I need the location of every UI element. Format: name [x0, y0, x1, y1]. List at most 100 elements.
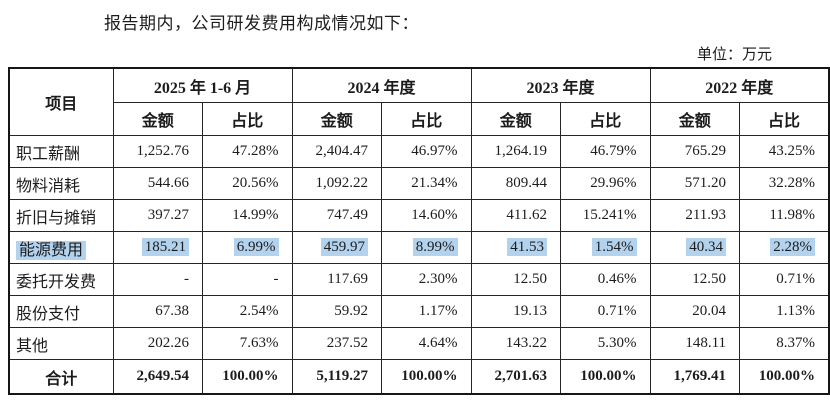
- total-value-cell: 1,769.41: [649, 359, 741, 395]
- value-cell: 19.13: [470, 295, 562, 328]
- value-cell: -: [112, 263, 203, 296]
- cell-value: 59.92: [334, 303, 368, 319]
- value-cell: 1,264.19: [470, 135, 562, 168]
- cell-value: 211.93: [685, 207, 727, 223]
- row-item-cell: 股份支付: [8, 295, 114, 328]
- value-cell: 202.26: [112, 327, 203, 360]
- cell-value: 2,701.63: [494, 368, 548, 384]
- value-cell: 1.54%: [560, 231, 651, 264]
- cell-value: 折旧与摊销: [16, 209, 97, 227]
- table-total-row: 合计 2,649.54 100.00% 5,119.27 100.00% 2,701.63…: [8, 359, 830, 395]
- highlighted-value: 1.54%: [591, 238, 637, 256]
- header-amount: 金额: [291, 102, 382, 136]
- value-cell: 14.60%: [381, 199, 472, 232]
- cell-value: 14.99%: [232, 207, 279, 223]
- cell-value: 21.34%: [411, 175, 458, 191]
- cell-value: 809.44: [505, 175, 548, 191]
- cell-value: 7.63%: [239, 335, 279, 351]
- cell-value: 46.97%: [411, 143, 458, 159]
- highlighted-value: 2.28%: [770, 238, 816, 256]
- header-ratio: 占比: [560, 102, 651, 136]
- row-item-cell: 物料消耗: [8, 167, 114, 200]
- cell-value: 1,769.41: [673, 368, 727, 384]
- cell-value: 19.13: [513, 303, 548, 319]
- value-cell: 12.50: [470, 263, 562, 296]
- cell-value: 2,649.54: [136, 368, 190, 384]
- value-cell: 41.53: [470, 231, 562, 264]
- header-ratio: 占比: [381, 102, 472, 136]
- cell-value: 47.28%: [232, 143, 279, 159]
- value-cell: 117.69: [291, 263, 382, 296]
- cell-value: 100.00%: [401, 368, 458, 384]
- cell-value: 2,404.47: [315, 143, 369, 159]
- value-cell: 143.22: [470, 327, 562, 360]
- value-cell: 46.97%: [381, 135, 472, 168]
- highlighted-value: 8.99%: [412, 238, 458, 256]
- value-cell: 809.44: [470, 167, 562, 200]
- value-cell: 14.99%: [202, 199, 293, 232]
- cell-value: 2.30%: [418, 271, 458, 287]
- unit-label: 单位：万元: [697, 47, 773, 63]
- cell-value: 合计: [45, 370, 78, 388]
- value-cell: 29.96%: [560, 167, 651, 200]
- table-row: 委托开发费 - - 117.69 2.30% 12.50 0.46% 12.50 0.71%: [8, 263, 830, 296]
- total-value-cell: 100.00%: [560, 359, 651, 395]
- cell-value: 5,119.27: [316, 368, 368, 384]
- value-cell: 237.52: [291, 327, 382, 360]
- highlighted-value: 能源费用: [16, 240, 87, 260]
- cell-value: 117.69: [327, 271, 368, 287]
- header-period-2024: 2024 年度: [291, 67, 472, 103]
- cell-value: 20.56%: [232, 175, 279, 191]
- cell-value: 143.22: [505, 335, 548, 351]
- total-value-cell: 100.00%: [739, 359, 830, 395]
- table-row-highlighted: 能源费用 185.21 6.99% 459.97 8.99% 41.53 1.54% 40.3…: [8, 231, 830, 264]
- cell-value: 14.60%: [411, 207, 458, 223]
- cell-value: 15.241%: [582, 207, 637, 223]
- value-cell: 2,404.47: [291, 135, 382, 168]
- cell-value: 0.46%: [597, 271, 637, 287]
- cell-value: 148.11: [685, 335, 727, 351]
- header-period-2025: 2025 年 1-6 月: [112, 67, 293, 103]
- value-cell: 571.20: [649, 167, 741, 200]
- value-cell: 20.56%: [202, 167, 293, 200]
- cell-value: 29.96%: [590, 175, 637, 191]
- value-cell: 43.25%: [739, 135, 830, 168]
- header-amount: 金额: [470, 102, 562, 136]
- header-period-row: 项目 2025 年 1-6 月 2024 年度 2023 年度 2022 年度: [8, 67, 830, 136]
- row-item-cell: 能源费用: [8, 231, 114, 264]
- value-cell: 1,252.76: [112, 135, 203, 168]
- value-cell: 0.71%: [739, 263, 830, 296]
- cell-value: 1,264.19: [494, 143, 548, 159]
- value-cell: 12.50: [649, 263, 741, 296]
- cell-value: 100.00%: [580, 368, 637, 384]
- cell-value: 11.98%: [769, 207, 816, 223]
- cell-value: 其他: [16, 337, 49, 355]
- value-cell: 397.27: [112, 199, 203, 232]
- cell-value: 43.25%: [768, 143, 816, 159]
- cell-value: 32.28%: [768, 175, 816, 191]
- total-item-cell: 合计: [8, 359, 114, 395]
- cell-value: -: [273, 271, 279, 287]
- header-amount: 金额: [112, 102, 203, 136]
- highlighted-value: 459.97: [320, 238, 368, 256]
- cell-value: 544.66: [147, 175, 189, 191]
- cell-value: 571.20: [684, 175, 727, 191]
- row-item-cell: 其他: [8, 327, 114, 360]
- cell-value: 1.17%: [418, 303, 458, 319]
- table-row: 职工薪酬 1,252.76 47.28% 2,404.47 46.97% 1,264.19…: [8, 135, 830, 168]
- header-period-2023: 2023 年度: [470, 67, 651, 103]
- header-amount: 金额: [649, 102, 741, 136]
- highlighted-value: 41.53: [507, 238, 548, 256]
- value-cell: 67.38: [112, 295, 203, 328]
- header-period-2022: 2022 年度: [649, 67, 830, 103]
- cell-value: 397.27: [147, 207, 189, 223]
- cell-value: 747.49: [326, 207, 368, 223]
- value-cell: 11.98%: [739, 199, 830, 232]
- total-value-cell: 5,119.27: [291, 359, 382, 395]
- cell-value: 202.26: [147, 335, 189, 351]
- header-item: 项目: [8, 67, 114, 136]
- cell-value: 237.52: [326, 335, 368, 351]
- value-cell: 185.21: [112, 231, 203, 264]
- cell-value: 100.00%: [758, 368, 816, 384]
- highlighted-value: 40.34: [686, 238, 727, 256]
